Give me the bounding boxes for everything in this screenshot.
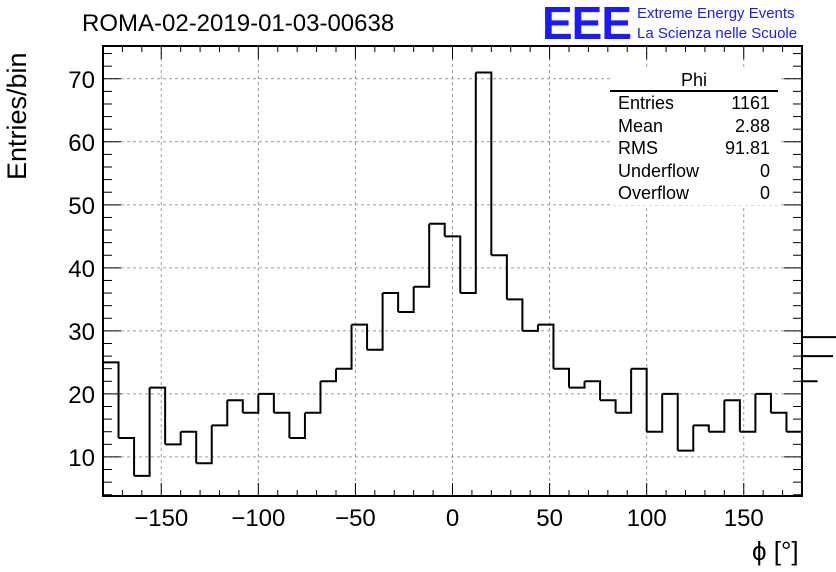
histogram-bin — [631, 367, 648, 432]
x-tick-label: −50 — [335, 505, 376, 532]
stats-label: RMS — [618, 138, 658, 158]
x-tick-label: −150 — [134, 505, 188, 532]
histogram-bin — [615, 368, 633, 414]
histogram-bin — [165, 431, 182, 446]
histogram-bin — [506, 298, 524, 331]
y-tick-label: 30 — [68, 319, 95, 346]
histogram-bin — [118, 437, 136, 476]
histogram-bin — [273, 411, 291, 439]
histogram-bin — [475, 71, 493, 256]
eee-logo: EEE — [542, 0, 632, 49]
histogram-bin — [569, 381, 586, 389]
logo-caption: Extreme Energy Events La Scienza nelle S… — [637, 4, 797, 44]
histogram-bin — [196, 425, 213, 465]
x-tick-label: 0 — [446, 505, 459, 532]
histogram-bin — [258, 392, 275, 413]
histogram-bin — [413, 223, 431, 288]
histogram-bin — [227, 399, 244, 413]
stats-box: Phi Entries 1161 Mean 2.88 RMS 91.81 Und… — [610, 70, 778, 205]
stats-value: 0 — [759, 160, 770, 181]
histogram-bin — [460, 72, 477, 295]
histogram-bin — [724, 399, 741, 432]
histogram-bin — [102, 361, 120, 496]
x-tick-label: 150 — [724, 505, 764, 532]
y-tick-label: 60 — [68, 130, 95, 157]
stats-row-entries: Entries 1161 — [610, 92, 778, 115]
histogram-bin — [180, 430, 198, 464]
histogram-bin — [211, 400, 229, 427]
histogram-bin — [398, 286, 415, 313]
histogram-bin — [708, 400, 726, 433]
histogram-bin — [801, 337, 834, 358]
stats-label: Overflow — [618, 183, 690, 203]
histogram-bin — [336, 324, 353, 370]
histogram-bin — [491, 254, 508, 300]
histogram-bin — [382, 292, 400, 312]
logo-line-2: La Scienza nelle Scuole — [637, 25, 798, 42]
axis-ticks — [102, 46, 803, 496]
histogram-bin — [646, 393, 664, 433]
histogram-bin — [149, 386, 167, 445]
histogram-bin — [600, 399, 617, 413]
stats-row-overflow: Overflow 0 — [610, 182, 778, 205]
chart-title: ROMA-02-2019-01-03-00638 — [82, 10, 395, 37]
histogram-bin — [289, 412, 306, 440]
stats-value: 0 — [759, 183, 770, 203]
stats-row-underflow: Underflow 0 — [610, 160, 778, 183]
stats-row-rms: RMS 91.81 — [610, 137, 778, 160]
x-axis-label: ϕ [°] — [752, 536, 799, 566]
y-tick-label: 10 — [68, 445, 95, 472]
stats-label: Underflow — [618, 160, 700, 181]
histogram-bin — [553, 367, 570, 388]
histogram-bin — [662, 392, 679, 451]
histogram-bin — [739, 393, 757, 433]
histogram-bin — [755, 392, 772, 413]
histogram-bin — [242, 393, 260, 414]
x-tick-label: −100 — [231, 505, 285, 532]
stats-value: 91.81 — [724, 138, 770, 158]
tick-labels: −150 −100 −50 0 50 100 150 10 20 30 40 50 60 70 — [68, 67, 763, 532]
histogram-bin — [693, 424, 710, 432]
logo-line-1: Extreme Energy Events — [637, 5, 795, 22]
y-tick-label: 40 — [68, 256, 95, 283]
x-tick-label: 100 — [627, 505, 667, 532]
histogram-bin — [537, 323, 555, 369]
x-tick-label: 50 — [536, 505, 563, 532]
histogram-bin — [801, 356, 818, 383]
histogram-bin — [801, 336, 836, 496]
histogram-bin — [584, 380, 602, 401]
y-axis-label: Entries/bin — [2, 52, 32, 180]
stats-value: 1161 — [731, 93, 770, 113]
histogram-bin — [429, 222, 446, 237]
histogram-bin — [320, 368, 337, 383]
y-tick-label: 20 — [68, 382, 95, 409]
histogram-bin — [786, 425, 803, 433]
histogram-bin — [134, 387, 151, 477]
histogram-bin — [367, 293, 384, 351]
histogram-bin — [351, 323, 369, 350]
histogram-bars — [102, 71, 836, 496]
histogram-bin — [304, 381, 322, 414]
stats-label: Entries — [618, 93, 675, 113]
stats-label: Mean — [618, 115, 664, 136]
stats-title: Phi — [610, 70, 778, 92]
y-tick-label: 50 — [68, 193, 95, 220]
histogram-bin — [522, 324, 539, 332]
histogram-bin — [770, 411, 788, 432]
stats-row-mean: Mean 2.88 — [610, 115, 778, 138]
y-tick-label: 70 — [68, 67, 95, 94]
histogram-bin — [677, 425, 695, 452]
histogram-bin — [444, 235, 462, 294]
stats-value: 2.88 — [734, 115, 770, 136]
